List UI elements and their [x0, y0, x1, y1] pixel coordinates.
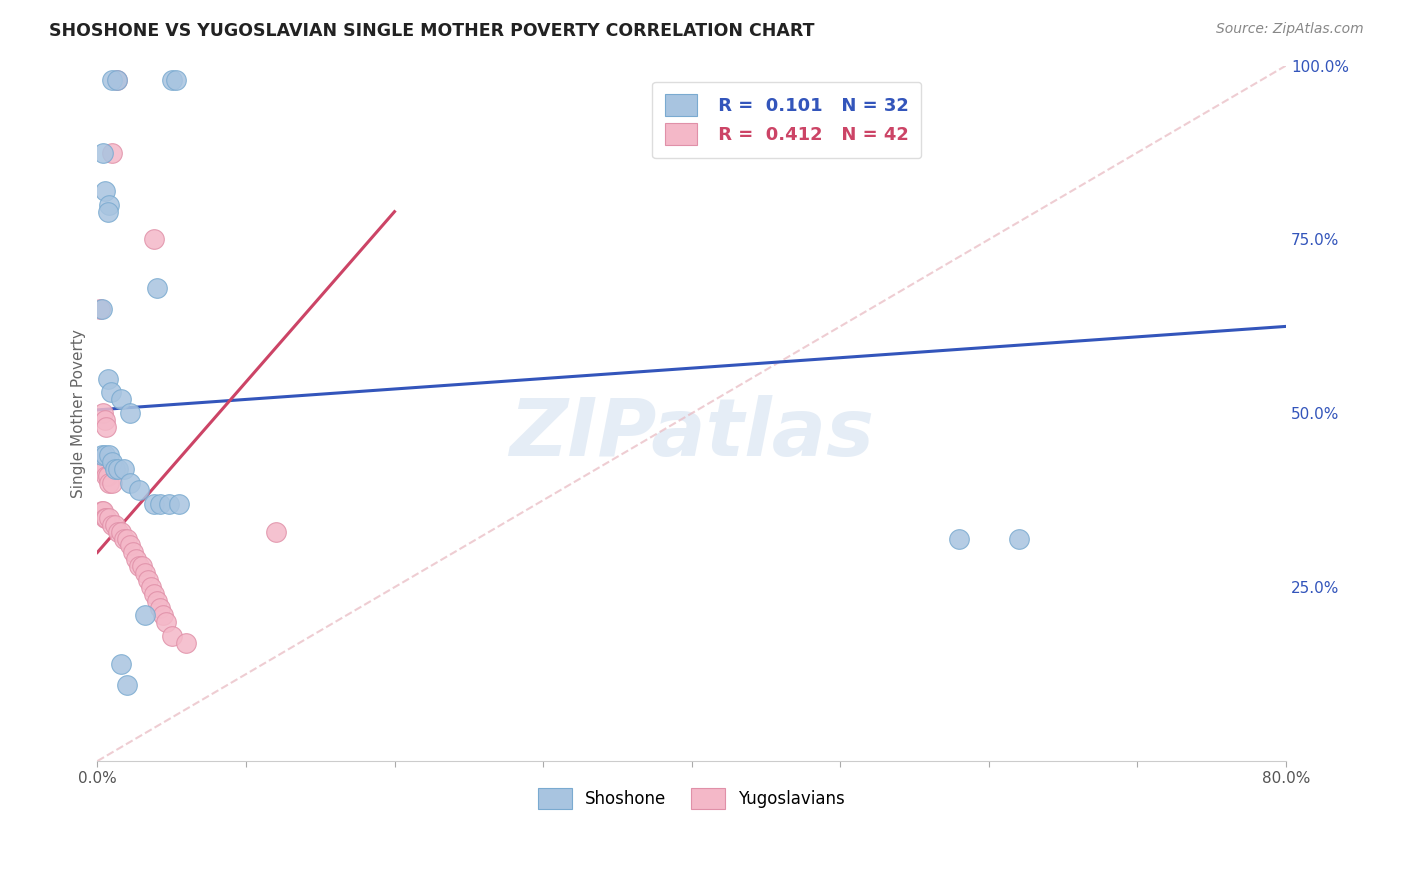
Point — [101, 475, 124, 490]
Point — [155, 615, 177, 629]
Point — [948, 532, 970, 546]
Point — [131, 559, 153, 574]
Point — [90, 301, 112, 316]
Point — [118, 475, 141, 490]
Point — [98, 510, 121, 524]
Point — [90, 504, 112, 518]
Point — [96, 469, 118, 483]
Point — [94, 184, 117, 198]
Point — [104, 517, 127, 532]
Point — [94, 462, 117, 476]
Point — [128, 559, 150, 574]
Point — [160, 629, 183, 643]
Point — [139, 580, 162, 594]
Point — [165, 72, 187, 87]
Point — [98, 448, 121, 462]
Point — [142, 587, 165, 601]
Point — [94, 448, 117, 462]
Point — [176, 636, 198, 650]
Point — [94, 510, 117, 524]
Point — [1007, 532, 1029, 546]
Point — [105, 72, 128, 87]
Point — [112, 462, 135, 476]
Point — [149, 601, 172, 615]
Point — [142, 497, 165, 511]
Point — [134, 566, 156, 581]
Point — [118, 539, 141, 553]
Point — [101, 517, 124, 532]
Point — [110, 392, 132, 407]
Point — [115, 677, 138, 691]
Point — [98, 197, 121, 211]
Point — [128, 483, 150, 497]
Point — [105, 72, 128, 87]
Point — [112, 532, 135, 546]
Point — [152, 607, 174, 622]
Point — [157, 497, 180, 511]
Point — [142, 232, 165, 246]
Point — [107, 462, 129, 476]
Point — [115, 532, 138, 546]
Point — [100, 385, 122, 400]
Point — [101, 72, 124, 87]
Point — [97, 371, 120, 385]
Text: ZIPatlas: ZIPatlas — [509, 395, 875, 473]
Point — [89, 301, 111, 316]
Point — [110, 524, 132, 539]
Point — [96, 510, 118, 524]
Point — [97, 204, 120, 219]
Point — [136, 574, 159, 588]
Point — [90, 448, 112, 462]
Point — [94, 413, 117, 427]
Point — [98, 475, 121, 490]
Point — [91, 406, 114, 420]
Point — [89, 455, 111, 469]
Point — [160, 72, 183, 87]
Point — [101, 145, 124, 160]
Legend: Shoshone, Yugoslavians: Shoshone, Yugoslavians — [531, 781, 852, 815]
Point — [101, 455, 124, 469]
Point — [264, 524, 287, 539]
Point — [118, 406, 141, 420]
Point — [91, 504, 114, 518]
Point — [97, 469, 120, 483]
Point — [107, 524, 129, 539]
Y-axis label: Single Mother Poverty: Single Mother Poverty — [72, 329, 86, 498]
Point — [104, 462, 127, 476]
Point — [134, 607, 156, 622]
Point — [91, 462, 114, 476]
Point — [90, 462, 112, 476]
Point — [167, 497, 190, 511]
Text: SHOSHONE VS YUGOSLAVIAN SINGLE MOTHER POVERTY CORRELATION CHART: SHOSHONE VS YUGOSLAVIAN SINGLE MOTHER PO… — [49, 22, 814, 40]
Point — [110, 657, 132, 671]
Point — [125, 552, 148, 566]
Point — [96, 420, 118, 434]
Point — [146, 281, 169, 295]
Point — [91, 145, 114, 160]
Point — [149, 497, 172, 511]
Text: Source: ZipAtlas.com: Source: ZipAtlas.com — [1216, 22, 1364, 37]
Point — [122, 545, 145, 559]
Point — [146, 594, 169, 608]
